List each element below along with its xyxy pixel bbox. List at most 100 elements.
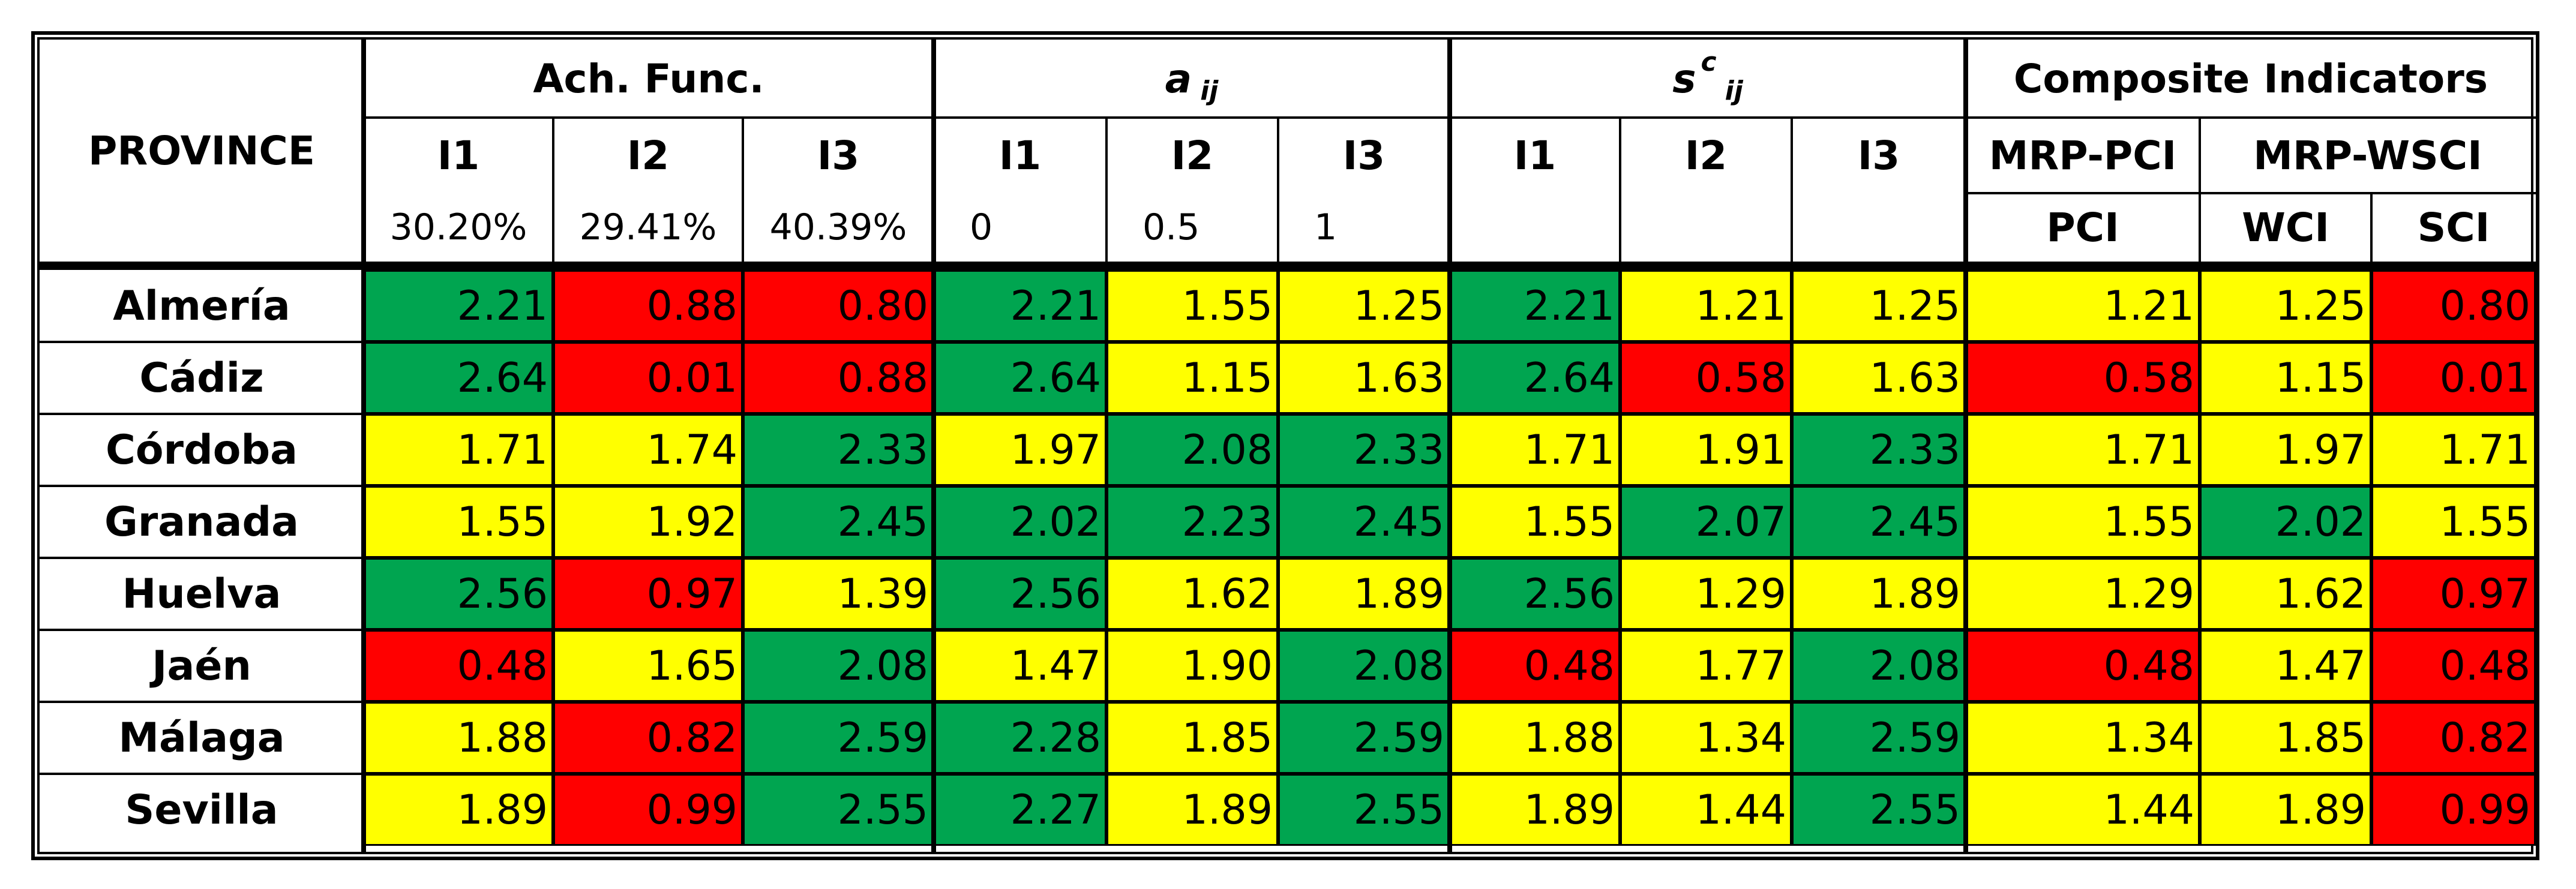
province-cell: Granada [40,486,364,558]
value-text: 1.71 [2439,426,2530,474]
value-cell: 2.08 [1106,414,1278,486]
value-cell: 2.23 [1106,486,1278,558]
value-text: 2.08 [1181,426,1273,474]
group-divider [361,40,366,854]
col-header-5: I2 [1106,118,1278,193]
group-header-scij: s c ij [1450,40,1966,118]
row-divider [40,773,364,775]
province-name: Cádiz [139,354,264,402]
value-text: 1.29 [1695,570,1786,618]
ci-header-pci-label: PCI [2046,204,2119,251]
value-text: 0.82 [2439,714,2530,762]
group-divider [1447,40,1452,854]
province-name: Málaga [118,714,285,762]
value-text: 1.89 [1181,786,1273,834]
column-divider [1619,118,1621,262]
value-cell: 1.85 [1106,702,1278,774]
value-cell: 1.88 [1450,702,1620,774]
value-cell: 2.56 [364,558,553,630]
value-cell: 2.56 [1450,558,1620,630]
value-text: 2.45 [837,498,928,546]
value-text: 1.34 [1695,714,1786,762]
value-cell: 2.64 [364,342,553,414]
value-cell: 1.71 [2371,414,2536,486]
value-cell: 2.33 [1278,414,1450,486]
value-cell: 1.34 [1620,702,1792,774]
value-cell: 1.29 [1620,558,1792,630]
value-cell: 1.92 [553,486,743,558]
value-text: 1.71 [2103,426,2194,474]
value-text: 1.91 [1695,426,1786,474]
value-text: 1.88 [1524,714,1615,762]
group-sub-aij: ij [1200,75,1219,106]
value-cell: 1.62 [1106,558,1278,630]
province-header: PROVINCE [40,40,364,262]
value-cell: 1.29 [1966,558,2200,630]
aij-param-i1: 0 [934,193,1106,262]
value-cell: 0.97 [553,558,743,630]
value-text: 1.92 [646,498,737,546]
weight-i3: 40.39% [743,193,934,262]
value-text: 2.55 [1869,786,1960,834]
value-cell: 1.97 [934,414,1106,486]
value-text: 1.89 [1524,786,1615,834]
ci-header-sci-label: SCI [2417,204,2490,251]
group-divider [1963,40,1968,854]
value-text: 2.55 [837,786,928,834]
value-text: 1.15 [1181,354,1273,402]
value-cell: 0.88 [553,270,743,342]
weight-i3-label: 40.39% [769,206,907,248]
row-divider [40,413,364,415]
province-cell: Huelva [40,558,364,630]
col-header-label: I2 [626,132,670,179]
col-header-label: I1 [998,132,1042,179]
value-text: 0.48 [457,642,548,690]
value-cell: 1.85 [2200,702,2371,774]
row-divider [40,341,364,343]
province-cell: Málaga [40,702,364,774]
value-cell: 2.55 [743,774,934,846]
value-cell: 2.45 [743,486,934,558]
value-cell: 2.59 [1278,702,1450,774]
value-cell: 2.64 [1450,342,1620,414]
group-header-aij: a ij [934,40,1450,118]
value-text: 2.64 [1010,354,1101,402]
value-cell: 1.63 [1278,342,1450,414]
header-divider [1966,192,2536,194]
column-divider [1105,118,1108,262]
value-cell: 1.15 [1106,342,1278,414]
ci-header-sci: SCI [2371,193,2536,262]
value-text: 1.21 [1695,282,1786,330]
value-cell: 1.47 [2200,630,2371,702]
value-cell: 1.34 [1966,702,2200,774]
value-text: 0.88 [837,354,928,402]
value-cell: 1.90 [1106,630,1278,702]
value-text: 2.55 [1353,786,1444,834]
col-header-2: I2 [553,118,743,193]
value-cell: 1.39 [743,558,934,630]
value-cell: 1.89 [364,774,553,846]
value-cell: 0.97 [2371,558,2536,630]
col-header-4: I1 [934,118,1106,193]
value-text: 1.62 [1181,570,1273,618]
value-text: 1.55 [457,498,548,546]
aij-param-i3-label: 1 [1314,206,1338,248]
value-cell: 2.08 [1792,630,1966,702]
value-text: 1.74 [646,426,737,474]
province-name: Jaén [152,642,251,690]
value-text: 1.88 [457,714,548,762]
province-name: Córdoba [105,426,298,474]
province-name: Granada [104,498,299,546]
value-text: 2.07 [1695,498,1786,546]
value-text: 0.88 [646,282,737,330]
value-cell: 1.89 [1450,774,1620,846]
value-text: 2.21 [1010,282,1101,330]
value-cell: 0.58 [1966,342,2200,414]
value-text: 1.21 [2103,282,2194,330]
value-text: 1.25 [1869,282,1960,330]
value-cell: 1.21 [1620,270,1792,342]
value-cell: 1.91 [1620,414,1792,486]
value-cell: 2.55 [1278,774,1450,846]
value-text: 1.97 [2275,426,2366,474]
group-label-aij: a [1165,55,1192,102]
